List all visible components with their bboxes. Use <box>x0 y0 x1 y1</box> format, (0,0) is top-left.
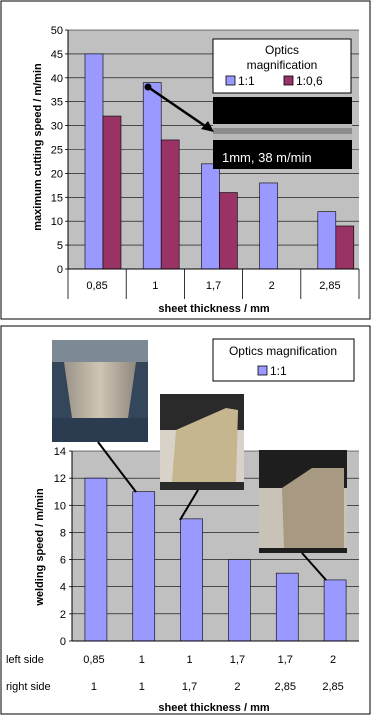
welding-y-tick-label: 2 <box>60 609 66 621</box>
weld-leader-1 <box>97 441 137 493</box>
cutting-legend-title-line2: magnification <box>247 58 318 72</box>
weld-photo-2 <box>160 394 244 490</box>
cut-annotation-text: 1mm, 38 m/min <box>222 150 312 165</box>
left-side-value: 1 <box>139 654 145 666</box>
welding-bars <box>84 477 347 642</box>
left-side-row-label: left side <box>6 654 44 666</box>
welding-thickness-rows: 0,85 1 1 1,7 1,7 2 1 1 1,7 2 2,85 2,85 <box>83 654 344 693</box>
left-side-value: 1,7 <box>230 654 245 666</box>
welding-y-tick-label: 0 <box>60 636 66 648</box>
cutting-bar-series2-1 <box>160 139 180 270</box>
cutting-y-tick-label: 0 <box>57 264 63 276</box>
right-side-value: 1 <box>139 681 145 693</box>
cutting-x-tick-label: 0,85 <box>86 280 107 292</box>
cut-photo: 1mm, 38 m/min <box>213 97 352 169</box>
cutting-legend-label-1: 1:1 <box>238 74 255 88</box>
welding-x-axis-label: sheet thickness / mm <box>158 702 269 714</box>
cutting-y-ticks: 0 5 10 15 20 25 30 35 40 45 50 <box>51 25 68 276</box>
cutting-legend-label-2: 1:0,6 <box>296 74 323 88</box>
weld-leader-3 <box>301 552 327 581</box>
cutting-y-tick-label: 35 <box>51 97 63 109</box>
welding-y-ticks: 0 2 4 6 8 10 12 14 <box>54 446 72 648</box>
cutting-x-tick-label: 2 <box>269 280 275 292</box>
left-side-value: 0,85 <box>83 654 104 666</box>
left-side-value: 1,7 <box>278 654 293 666</box>
cut-annotation-arrowhead <box>201 121 214 132</box>
welding-y-tick-label: 14 <box>54 446 66 458</box>
weld-photo-1-bottom <box>52 418 148 442</box>
welding-bar-4 <box>275 572 299 642</box>
welding-bar-1 <box>132 491 156 642</box>
weld-photo-2-seam <box>172 408 238 482</box>
left-side-value: 1 <box>187 654 193 666</box>
welding-y-tick-label: 12 <box>54 473 66 485</box>
cutting-y-tick-label: 40 <box>51 73 63 85</box>
cutting-y-tick-label: 50 <box>51 25 63 37</box>
right-side-value: 2 <box>234 681 240 693</box>
left-side-value: 2 <box>330 654 336 666</box>
cutting-y-tick-label: 5 <box>57 240 63 252</box>
cut-annotation-line <box>147 85 209 130</box>
cutting-bars <box>84 53 355 270</box>
welding-y-tick-label: 10 <box>54 500 66 512</box>
cutting-legend-title-line1: Optics <box>265 43 299 57</box>
cutting-y-tick-label: 10 <box>51 216 63 228</box>
cutting-legend-swatch-2 <box>283 75 294 86</box>
cutting-y-axis-label: maximum cutting speed / m/min <box>32 63 44 231</box>
right-side-value: 1,7 <box>182 681 197 693</box>
welding-legend-title: Optics magnification <box>229 344 337 358</box>
cutting-bar-series2-2 <box>219 192 238 270</box>
welding-bar-3 <box>228 559 251 642</box>
welding-bar-2 <box>180 518 203 642</box>
welding-legend-box <box>212 338 355 382</box>
cutting-bar-series1-4 <box>317 211 337 270</box>
right-side-value: 2,85 <box>275 681 296 693</box>
weld-leader-2 <box>179 489 199 521</box>
cutting-y-tick-label: 20 <box>51 168 63 180</box>
weld-photo-1 <box>52 340 148 442</box>
welding-y-tick-label: 8 <box>60 527 66 539</box>
cutting-x-axis-label: sheet thickness / mm <box>158 303 269 315</box>
cutting-y-tick-label: 45 <box>51 49 63 61</box>
weld-photo-3-seam <box>282 468 344 548</box>
cut-photo-striations <box>213 128 352 134</box>
cutting-bar-series2-4 <box>335 225 355 270</box>
cutting-y-tick-label: 25 <box>51 145 63 157</box>
cutting-legend: Optics magnification 1:1 1:0,6 <box>212 38 352 94</box>
cutting-legend-box <box>212 38 352 94</box>
welding-y-axis-label: welding speed / m/min <box>34 488 46 607</box>
right-side-row-label: right side <box>6 681 51 693</box>
right-side-value: 1 <box>91 681 97 693</box>
weld-photo-3 <box>259 450 347 553</box>
right-side-value: 2,85 <box>322 681 343 693</box>
welding-bar-5 <box>323 579 347 642</box>
weld-photo-1-seam <box>64 362 136 418</box>
welding-legend: Optics magnification 1:1 <box>212 338 355 382</box>
cutting-y-tick-label: 30 <box>51 121 63 133</box>
welding-legend-swatch <box>257 365 268 376</box>
welding-y-tick-label: 4 <box>60 582 66 594</box>
cutting-x-tick-label: 2,85 <box>319 280 340 292</box>
cutting-x-tick-label: 1 <box>152 280 158 292</box>
cutting-bar-series1-3 <box>259 182 278 270</box>
welding-axes <box>71 451 359 642</box>
cutting-bar-series1-2 <box>201 163 220 270</box>
cutting-bar-series1-0 <box>84 53 104 270</box>
weld-photo-1-top <box>52 340 148 362</box>
cut-annotation-arrow <box>144 83 214 132</box>
cutting-bar-series2-0 <box>102 115 122 270</box>
welding-y-tick-label: 6 <box>60 555 66 567</box>
cutting-bar-series1-1 <box>142 82 162 270</box>
cutting-x-ticks: 0,85 1 1,7 2 2,85 <box>67 269 360 299</box>
cutting-x-tick-label: 1,7 <box>206 280 221 292</box>
welding-bar-0 <box>84 477 108 642</box>
cutting-y-tick-label: 15 <box>51 192 63 204</box>
cutting-legend-swatch-1 <box>225 75 236 86</box>
welding-legend-label: 1:1 <box>270 364 287 378</box>
